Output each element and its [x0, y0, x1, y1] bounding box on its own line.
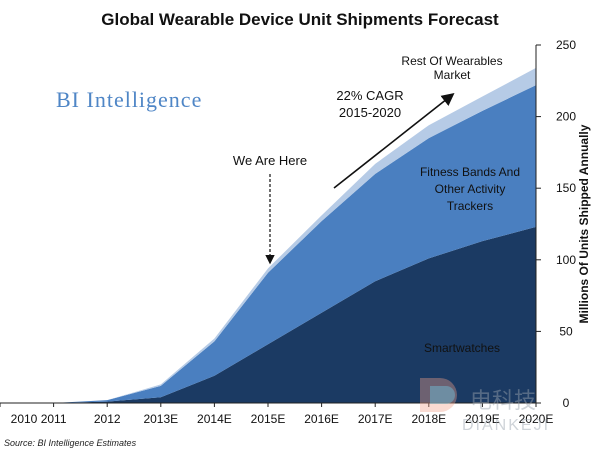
series-label-fitness: Fitness Bands And Other Activity Trackers	[420, 165, 520, 213]
series-label-rest: Rest Of Wearables Market	[401, 54, 502, 82]
x-tick-label: 2019E	[465, 412, 500, 426]
area-layer	[0, 67, 536, 404]
cagr-label: 22% CAGR 2015-2020	[336, 88, 403, 120]
y-tick-label: 250	[556, 38, 576, 52]
x-tick-label: 2013E	[143, 412, 178, 426]
y-tick-label: 50	[559, 324, 573, 338]
watermark: 电科技 DIANKEJI	[420, 378, 550, 434]
cagr-arrow	[333, 93, 455, 189]
x-tick-label: 2020E	[519, 412, 554, 426]
x-tick-label: 2010	[11, 412, 38, 426]
x-tick-label: 2014E	[197, 412, 232, 426]
x-tick-label: 2012	[94, 412, 121, 426]
y-tick-label: 100	[556, 253, 576, 267]
y-tick-label: 150	[556, 181, 576, 195]
area-series-1	[0, 85, 536, 403]
area-series-0	[0, 226, 536, 403]
x-tick-label: 2011	[41, 412, 67, 426]
annotation-layer: Smartwatches Fitness Bands And Other Activ…	[233, 54, 520, 355]
watermark-text-cn: 电科技	[470, 388, 536, 413]
area-series-2	[0, 67, 536, 404]
chart-title: Global Wearable Device Unit Shipments Fo…	[101, 10, 499, 29]
y-tick-label: 200	[556, 110, 576, 124]
y-tick-label: 0	[563, 396, 570, 410]
x-tick-label: 2017E	[358, 412, 393, 426]
axes-layer: 2010 2011 2012 2013E 2014E 2015E 2016E 2017E 201…	[0, 38, 576, 426]
source-note: Source: BI Intelligence Estimates	[4, 438, 137, 448]
watermark-text-latin: DIANKEJI	[462, 417, 550, 434]
watermark-logo-inner	[430, 386, 455, 404]
x-tick-label: 2015E	[251, 412, 286, 426]
x-tick-label: 2016E	[304, 412, 339, 426]
y-axis-label: Millions Of Units Shipped Annually	[577, 124, 591, 323]
x-tick-label: 2018E	[411, 412, 446, 426]
brand-logo: BI Intelligence	[56, 87, 202, 112]
series-label-smartwatches: Smartwatches	[424, 341, 500, 355]
we-are-here-label: We Are Here	[233, 153, 307, 168]
watermark-logo-shape	[420, 378, 457, 412]
